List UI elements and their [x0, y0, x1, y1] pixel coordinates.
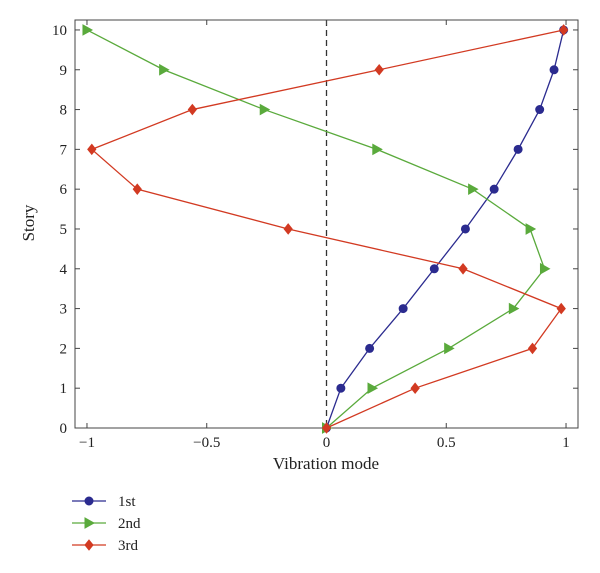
series-1st-point	[365, 343, 375, 353]
y-tick-label: 3	[60, 302, 68, 318]
legend-item-2nd-swatch-marker	[84, 517, 96, 529]
series-2nd-point	[372, 143, 383, 156]
x-tick-label: 0	[323, 435, 331, 451]
x-tick-label: −0.5	[193, 435, 220, 451]
legend-item-2nd: 2nd	[72, 516, 141, 532]
y-axis-title: Story	[19, 204, 38, 241]
series-3rd-point	[87, 143, 97, 156]
series-2nd-line	[86, 29, 546, 429]
series-3rd-point	[374, 63, 384, 76]
y-tick-label: 0	[60, 421, 68, 437]
series-3rd-line	[90, 29, 564, 429]
series-3rd-point	[132, 183, 142, 195]
legend-item-2nd-label: 2nd	[118, 516, 141, 532]
y-tick-label: 6	[60, 182, 68, 198]
series-2nd-point	[539, 262, 551, 275]
x-tick-label: 1	[562, 435, 570, 451]
legend-item-1st-label: 1st	[118, 494, 136, 510]
y-tick-label: 8	[60, 103, 68, 119]
series-2nd-point	[367, 382, 379, 395]
legend: 1st 2nd 3rd	[72, 494, 141, 554]
legend-item-3rd-label: 3rd	[118, 538, 138, 554]
series-3rd-point	[187, 103, 198, 116]
series-2nd-point	[468, 183, 479, 196]
legend-item-1st: 1st	[72, 494, 136, 510]
series-2nd-point	[525, 223, 537, 235]
x-tick-label: 0.5	[437, 435, 456, 451]
series-1st-point	[398, 304, 408, 314]
series-2nd-point	[159, 63, 170, 76]
series-1st-point	[489, 184, 499, 194]
y-tick-label: 4	[60, 262, 68, 278]
series-3rd-point	[458, 262, 468, 275]
series-1st-point	[513, 144, 523, 154]
series-2nd-point	[508, 302, 520, 315]
series-2nd-point	[444, 342, 455, 355]
series-3rd-point	[283, 223, 293, 235]
series-2nd-point	[82, 24, 94, 36]
y-tick-label: 10	[52, 23, 67, 39]
series-2nd-point	[259, 103, 271, 116]
series-3rd-point	[321, 422, 332, 434]
legend-item-3rd-swatch-marker	[84, 539, 94, 551]
series-3rd-point	[410, 382, 420, 394]
legend-item-3rd: 3rd	[72, 538, 138, 554]
x-axis-title: Vibration mode	[273, 454, 379, 473]
series-3rd-point	[527, 342, 538, 355]
x-tick-label: −1	[79, 435, 95, 451]
series-1st-point	[460, 224, 470, 234]
series-layer	[82, 24, 569, 434]
y-tick-label: 2	[60, 341, 68, 357]
series-3rd-point	[558, 24, 569, 36]
series-3rd-point	[556, 302, 566, 315]
series-1st-point	[429, 264, 439, 274]
series-1st-point	[535, 105, 545, 115]
y-tick-label: 7	[60, 142, 68, 158]
series-2nd	[82, 24, 551, 434]
y-tick-label: 5	[60, 222, 68, 238]
series-3rd	[87, 24, 569, 434]
y-tick-label: 9	[60, 63, 68, 79]
series-1st-point	[336, 383, 346, 393]
legend-item-1st-swatch-marker	[84, 496, 94, 506]
series-1st-point	[549, 65, 559, 75]
y-tick-label: 1	[60, 381, 68, 397]
